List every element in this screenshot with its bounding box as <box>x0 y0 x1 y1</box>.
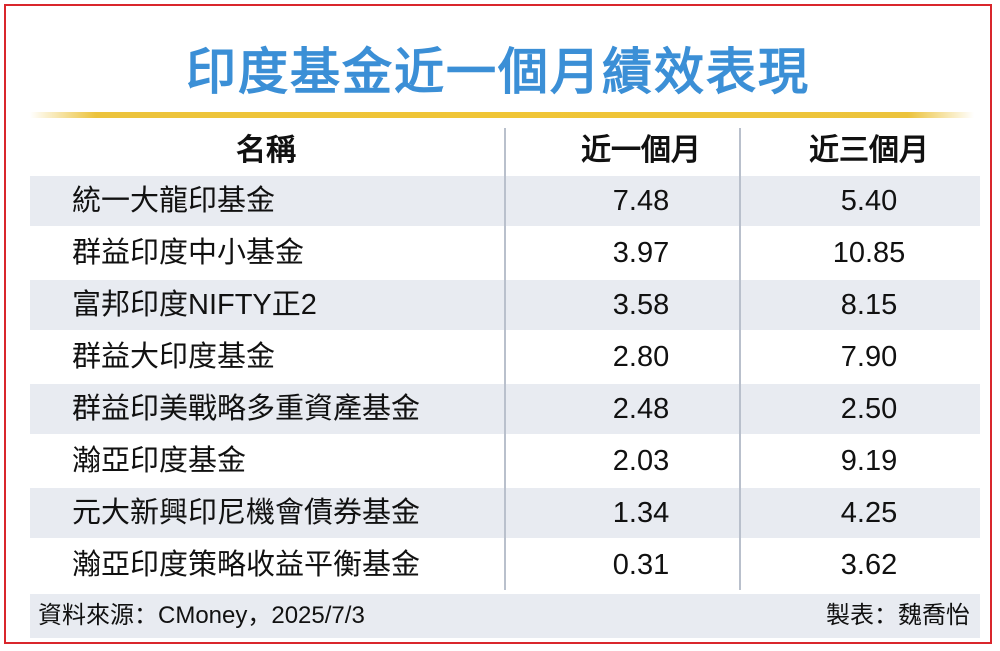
chart-frame: 印度基金近一個月績效表現 名稱 近一個月 近三個月 統一大龍印基金 7.48 5.4… <box>4 4 992 644</box>
fund-name: 元大新興印尼機會債券基金 <box>72 497 421 529</box>
one-month-value: 2.48 <box>612 393 670 425</box>
one-month-value: 1.34 <box>612 497 670 529</box>
column-divider <box>739 128 741 590</box>
three-month-value: 8.15 <box>840 289 898 321</box>
fund-name: 統一大龍印基金 <box>72 185 276 217</box>
fund-name: 瀚亞印度策略收益平衡基金 <box>72 549 421 581</box>
footer-bar: 資料來源：CMoney，2025/7/3 製表：魏喬怡 <box>30 594 980 638</box>
chart-title: 印度基金近一個月績效表現 <box>186 44 810 100</box>
three-month-value: 3.62 <box>840 549 898 581</box>
three-month-value: 9.19 <box>840 445 898 477</box>
column-header-three-month: 近三個月 <box>809 134 929 167</box>
one-month-value: 3.97 <box>612 237 670 269</box>
fund-name: 群益大印度基金 <box>72 341 276 373</box>
table-row: 瀚亞印度基金 2.03 9.19 <box>30 436 980 486</box>
three-month-value: 7.90 <box>840 341 898 373</box>
one-month-value: 7.48 <box>612 185 670 217</box>
one-month-value: 3.58 <box>612 289 670 321</box>
three-month-value: 5.40 <box>840 185 898 217</box>
one-month-value: 2.03 <box>612 445 670 477</box>
table-row: 群益印度中小基金 3.97 10.85 <box>30 228 980 278</box>
one-month-value: 0.31 <box>612 549 670 581</box>
table-header: 名稱 近一個月 近三個月 <box>6 128 990 174</box>
fund-name: 富邦印度NIFTY正2 <box>72 289 317 321</box>
fund-name: 群益印度中小基金 <box>72 237 305 269</box>
one-month-value: 2.80 <box>612 341 670 373</box>
title-underline <box>30 112 974 118</box>
three-month-value: 10.85 <box>832 237 906 269</box>
column-header-one-month: 近一個月 <box>581 134 701 167</box>
column-header-name: 名稱 <box>236 134 296 167</box>
column-divider <box>504 128 506 590</box>
maker-note: 製表：魏喬怡 <box>826 602 970 629</box>
table-row: 群益大印度基金 2.80 7.90 <box>30 332 980 382</box>
source-note: 資料來源：CMoney，2025/7/3 <box>38 602 365 629</box>
table-row: 瀚亞印度策略收益平衡基金 0.31 3.62 <box>30 540 980 590</box>
three-month-value: 4.25 <box>840 497 898 529</box>
three-month-value: 2.50 <box>840 393 898 425</box>
fund-name: 瀚亞印度基金 <box>72 445 247 477</box>
fund-name: 群益印美戰略多重資產基金 <box>72 393 421 425</box>
